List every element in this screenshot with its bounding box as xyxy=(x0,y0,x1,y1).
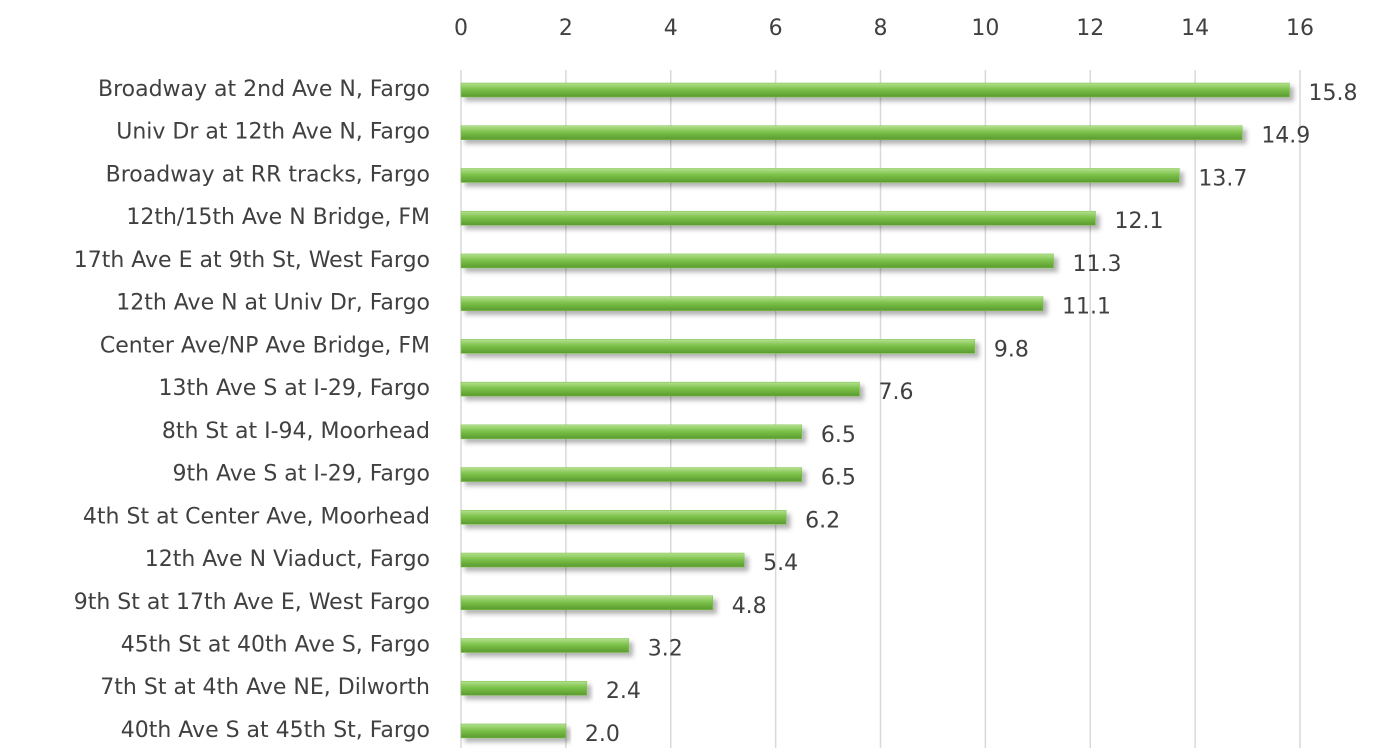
bar xyxy=(460,510,787,525)
bar xyxy=(460,381,860,397)
y-tick-label: 4th St at Center Ave, Moorhead xyxy=(83,504,430,529)
data-label: 9.8 xyxy=(994,337,1029,362)
y-tick-label: 40th Ave S at 45th St, Fargo xyxy=(121,718,430,743)
data-label: 2.0 xyxy=(585,722,620,747)
y-tick-label: Broadway at RR tracks, Fargo xyxy=(106,162,430,187)
y-tick-label: 45th St at 40th Ave S, Fargo xyxy=(121,632,430,657)
data-label: 2.4 xyxy=(606,679,641,704)
bar xyxy=(460,680,588,696)
data-label: 14.9 xyxy=(1261,124,1310,149)
data-label: 3.2 xyxy=(648,636,683,661)
data-label: 6.5 xyxy=(821,423,856,448)
bar xyxy=(460,168,1180,183)
bar xyxy=(460,595,713,611)
bar xyxy=(460,296,1044,311)
y-tick-label: Broadway at 2nd Ave N, Fargo xyxy=(98,77,430,102)
bar xyxy=(460,467,803,482)
data-label: 13.7 xyxy=(1198,166,1247,191)
bar xyxy=(460,210,1096,226)
y-tick-label: 17th Ave E at 9th St, West Fargo xyxy=(74,248,430,273)
x-tick-label: 0 xyxy=(454,16,468,41)
bar xyxy=(460,125,1243,140)
x-tick-label: 16 xyxy=(1286,16,1314,41)
x-tick-label: 4 xyxy=(664,16,678,41)
x-tick-label: 6 xyxy=(769,16,783,41)
y-tick-label: 8th St at I-94, Moorhead xyxy=(162,419,430,444)
bar xyxy=(460,424,803,440)
x-tick-label: 14 xyxy=(1181,16,1209,41)
data-label: 5.4 xyxy=(763,551,798,576)
x-tick-label: 10 xyxy=(971,16,999,41)
bar xyxy=(460,723,567,739)
data-label: 7.6 xyxy=(879,380,914,405)
x-tick-label: 2 xyxy=(559,16,573,41)
data-label: 6.5 xyxy=(821,466,856,491)
y-tick-label: 12th/15th Ave N Bridge, FM xyxy=(126,205,430,230)
x-tick-label: 8 xyxy=(874,16,888,41)
bar xyxy=(460,638,630,653)
y-tick-label: 12th Ave N at Univ Dr, Fargo xyxy=(116,291,430,316)
data-label: 15.8 xyxy=(1309,81,1358,106)
bar xyxy=(460,82,1290,98)
x-tick-label: 12 xyxy=(1076,16,1104,41)
bar xyxy=(460,552,745,568)
y-tick-label: Center Ave/NP Ave Bridge, FM xyxy=(100,333,430,358)
y-tick-label: 9th St at 17th Ave E, West Fargo xyxy=(74,590,430,615)
bar xyxy=(460,253,1054,269)
y-tick-label: Univ Dr at 12th Ave N, Fargo xyxy=(116,120,430,145)
data-label: 11.1 xyxy=(1062,295,1111,320)
y-tick-label: 13th Ave S at I-29, Fargo xyxy=(158,376,430,401)
data-label: 6.2 xyxy=(805,508,840,533)
y-tick-label: 7th St at 4th Ave NE, Dilworth xyxy=(100,675,430,700)
data-label: 12.1 xyxy=(1114,209,1163,234)
data-label: 11.3 xyxy=(1073,252,1122,277)
data-label: 4.8 xyxy=(732,594,767,619)
bar xyxy=(460,339,976,354)
y-tick-label: 12th Ave N Viaduct, Fargo xyxy=(145,547,430,572)
y-tick-label: 9th Ave S at I-29, Fargo xyxy=(172,462,430,487)
